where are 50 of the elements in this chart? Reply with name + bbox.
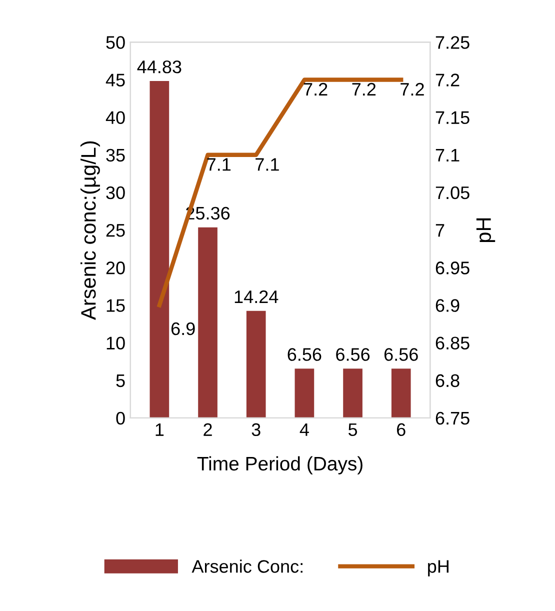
y-tick-label: 40 (106, 111, 125, 124)
data-label: 44.83 (137, 60, 182, 74)
x-tick-label: 4 (300, 423, 309, 436)
x-axis-title: Time Period (Days) (197, 456, 362, 474)
y-tick-label: 20 (106, 262, 125, 274)
y-tick-label: 15 (106, 299, 125, 312)
data-label: 7.1 (256, 158, 279, 171)
legend-label: Arsenic Conc: (192, 560, 302, 573)
x-tick-label: 2 (204, 423, 212, 436)
x-tick-label: 1 (156, 423, 164, 436)
y2-tick-label: 6.95 (436, 262, 470, 274)
data-label: 6.56 (336, 348, 370, 361)
legend-label: pH (428, 560, 448, 576)
y-tick-label: 35 (106, 148, 125, 162)
data-label: 7.2 (352, 82, 376, 96)
y2-tick-label: 6.75 (436, 412, 470, 425)
data-label: 14.24 (234, 290, 278, 303)
bar (246, 310, 266, 418)
y2-tick-label: 7.15 (436, 111, 470, 124)
bar (198, 227, 218, 418)
bar (150, 81, 170, 418)
y-tick-label: 0 (116, 412, 125, 425)
y-tick-label: 25 (106, 224, 125, 237)
bar (294, 368, 314, 418)
bar (343, 368, 362, 418)
y2-tick-label: 6.85 (436, 336, 470, 350)
y2-tick-label: 7.05 (436, 186, 470, 200)
y2-tick-label: 7.25 (436, 36, 470, 49)
y-tick-label: 30 (106, 186, 125, 200)
y-tick-label: 10 (106, 336, 125, 350)
y-tick-label: 50 (106, 36, 125, 49)
data-label: 7.1 (207, 158, 231, 171)
data-label: 6.56 (384, 348, 418, 361)
y-tick-label: 5 (116, 374, 125, 388)
y2-tick-label: 7.2 (436, 74, 460, 86)
y2-tick-label: 6.9 (436, 299, 460, 312)
data-label: 7.2 (304, 82, 328, 96)
y2-axis-title: pH (476, 218, 496, 242)
y2-tick-label: 7 (436, 224, 444, 237)
x-tick-label: 6 (397, 423, 406, 436)
data-label: 6.9 (171, 322, 195, 336)
y-axis-title: Arsenic conc:(µg/L) (80, 141, 100, 320)
x-tick-label: 3 (252, 423, 260, 436)
y-tick-label: 45 (106, 74, 125, 86)
data-label: 6.56 (288, 348, 322, 361)
y2-tick-label: 6.8 (436, 374, 460, 388)
y2-tick-label: 7.1 (436, 149, 460, 162)
data-label: 7.2 (400, 82, 424, 96)
bar (391, 368, 411, 418)
x-tick-label: 5 (348, 423, 358, 436)
